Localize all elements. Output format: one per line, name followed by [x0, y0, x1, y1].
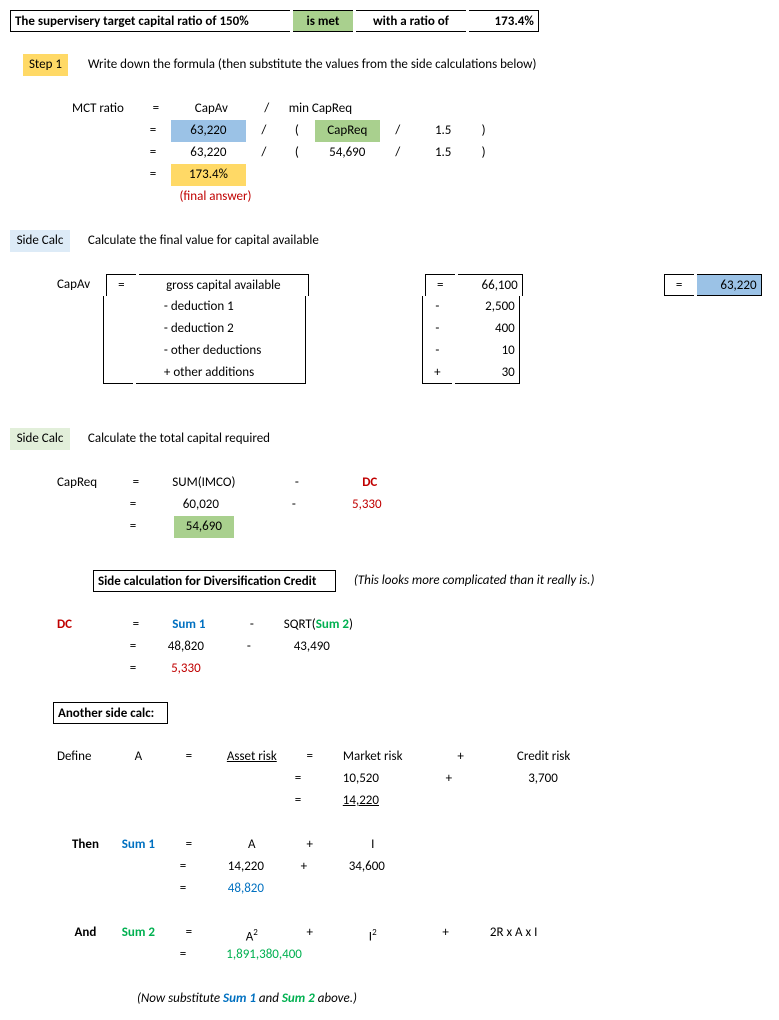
header-ratio: 173.4%	[469, 10, 539, 32]
capreq-val: 54,690	[315, 142, 380, 164]
dc-text: DC	[340, 472, 400, 494]
step1-badge: Step 1	[23, 54, 68, 76]
capav-result: 63,220	[697, 274, 762, 296]
step1-instruction: Write down the formula (then substitute …	[84, 54, 684, 76]
sidecalc2-badge: Side Calc	[10, 428, 70, 450]
sum1-label: Sum 1	[111, 834, 166, 856]
capav-text: CapAv	[174, 98, 249, 120]
sumimco-text: SUM(IMCO)	[154, 472, 254, 494]
header-row: The supervisery target capital ratio of …	[10, 10, 769, 32]
sum1-result: 48,820	[206, 878, 286, 900]
dc-title: Side calculation for Diversification Cre…	[93, 570, 336, 592]
sidecalc1-instruction: Calculate the final value for capital av…	[84, 230, 484, 252]
rai-text: 2R x A x I	[474, 922, 554, 944]
mct-label: MCT ratio	[68, 98, 138, 120]
a-result: 14,220	[316, 790, 406, 812]
final-answer: 173.4%	[171, 164, 246, 186]
header-text-before: The supervisery target capital ratio of …	[10, 10, 290, 32]
step1-header: Step 1 Write down the formula (then subs…	[10, 54, 769, 76]
capav-val-1: 63,220	[171, 120, 246, 142]
sidecalc2-instruction: Calculate the total capital required	[84, 428, 484, 450]
define-text: Define	[53, 746, 108, 768]
sidecalc1-header: Side Calc Calculate the final value for …	[10, 230, 769, 252]
capreq-text: CapReq	[315, 120, 380, 142]
creditrisk-text: Credit risk	[504, 746, 584, 768]
a-text: A	[111, 746, 166, 768]
marketrisk-text: Market risk	[328, 746, 418, 768]
assetrisk-text: Asset risk	[212, 746, 292, 768]
capreq-result: 54,690	[174, 516, 234, 538]
dc-label: DC	[53, 614, 118, 636]
dc-note: (This looks more complicated than it rea…	[350, 570, 670, 592]
sum1-text: Sum 1	[154, 614, 224, 636]
sum2-result: 1,891,380,400	[206, 944, 306, 966]
and-text: And	[63, 922, 108, 944]
another-title: Another side calc:	[53, 702, 168, 724]
footnote: (Now substitute Sum 1 and Sum 2 above.)	[133, 988, 533, 1010]
mincapreq-text: min CapReq	[285, 98, 375, 120]
capreq-label: CapReq	[53, 472, 118, 494]
final-note: (final answer)	[168, 186, 263, 208]
header-status: is met	[293, 10, 353, 32]
header-text-after: with a ratio of	[356, 10, 466, 32]
sidecalc1-badge: Side Calc	[10, 230, 70, 252]
then-text: Then	[63, 834, 108, 856]
sum2-label: Sum 2	[111, 922, 166, 944]
capav-label: CapAv	[53, 274, 103, 296]
sidecalc2-header: Side Calc Calculate the total capital re…	[10, 428, 769, 450]
